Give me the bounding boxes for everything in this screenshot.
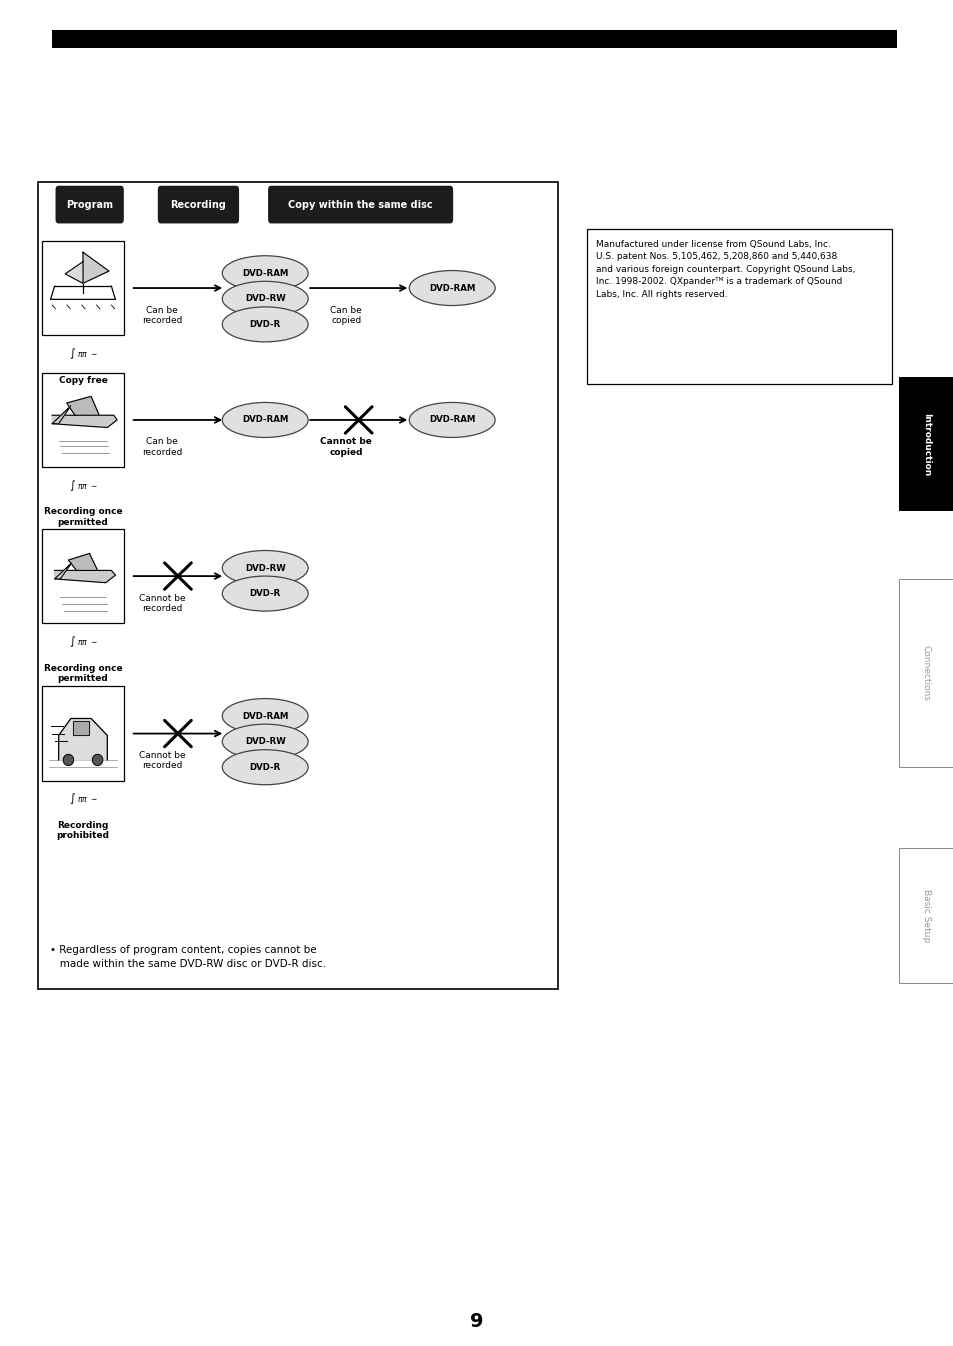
Text: Cannot be
copied: Cannot be copied bbox=[320, 437, 372, 456]
Ellipse shape bbox=[222, 576, 308, 611]
Polygon shape bbox=[69, 553, 97, 571]
Text: Manufactured under license from QSound Labs, Inc.
U.S. patent Nos. 5,105,462, 5,: Manufactured under license from QSound L… bbox=[596, 240, 855, 299]
Text: Can be
recorded: Can be recorded bbox=[142, 306, 182, 324]
Text: Basic Setup: Basic Setup bbox=[921, 888, 930, 942]
Polygon shape bbox=[65, 261, 83, 284]
Text: Cannot be
recorded: Cannot be recorded bbox=[139, 594, 185, 612]
Polygon shape bbox=[52, 416, 117, 428]
Text: DVD-RW: DVD-RW bbox=[245, 738, 285, 746]
Ellipse shape bbox=[222, 750, 308, 785]
Text: $\int$ $\pi\pi$ $\sim$: $\int$ $\pi\pi$ $\sim$ bbox=[69, 346, 97, 361]
Polygon shape bbox=[73, 721, 90, 735]
Text: DVD-RAM: DVD-RAM bbox=[242, 416, 288, 424]
Text: Introduction: Introduction bbox=[921, 413, 930, 475]
Bar bbox=[898, 377, 953, 511]
Text: $\int$ $\pi\pi$ $\sim$: $\int$ $\pi\pi$ $\sim$ bbox=[69, 634, 97, 649]
Text: 9: 9 bbox=[470, 1312, 483, 1331]
Text: DVD-RAM: DVD-RAM bbox=[429, 416, 475, 424]
Text: DVD-R: DVD-R bbox=[250, 763, 280, 771]
Text: DVD-R: DVD-R bbox=[250, 320, 280, 328]
Text: • Regardless of program content, copies cannot be
   made within the same DVD-RW: • Regardless of program content, copies … bbox=[50, 945, 325, 969]
Text: Cannot be
recorded: Cannot be recorded bbox=[139, 751, 185, 770]
Ellipse shape bbox=[222, 256, 308, 291]
Ellipse shape bbox=[409, 402, 495, 437]
Ellipse shape bbox=[222, 551, 308, 586]
Bar bbox=[43, 373, 124, 467]
Bar bbox=[43, 529, 124, 623]
Text: Can be
copied: Can be copied bbox=[330, 306, 362, 324]
Polygon shape bbox=[54, 563, 71, 579]
Bar bbox=[38, 182, 558, 989]
Text: DVD-RAM: DVD-RAM bbox=[242, 712, 288, 720]
Text: Copy free: Copy free bbox=[58, 376, 108, 385]
Polygon shape bbox=[59, 719, 107, 760]
Text: DVD-RW: DVD-RW bbox=[245, 564, 285, 572]
Ellipse shape bbox=[222, 307, 308, 342]
Bar bbox=[52, 30, 896, 48]
Text: Recording once
permitted: Recording once permitted bbox=[44, 507, 122, 526]
Ellipse shape bbox=[92, 754, 103, 766]
Bar bbox=[43, 686, 124, 781]
Polygon shape bbox=[52, 406, 71, 424]
Bar bbox=[898, 579, 953, 767]
Ellipse shape bbox=[63, 754, 73, 766]
Bar bbox=[898, 848, 953, 983]
Bar bbox=[43, 241, 124, 335]
Ellipse shape bbox=[222, 281, 308, 316]
Text: DVD-RAM: DVD-RAM bbox=[429, 284, 475, 292]
FancyBboxPatch shape bbox=[55, 186, 124, 223]
Text: $\int$ $\pi\pi$ $\sim$: $\int$ $\pi\pi$ $\sim$ bbox=[69, 478, 97, 493]
Text: DVD-RW: DVD-RW bbox=[245, 295, 285, 303]
Text: Recording: Recording bbox=[171, 199, 226, 210]
Text: DVD-R: DVD-R bbox=[250, 590, 280, 598]
Ellipse shape bbox=[222, 402, 308, 437]
Text: Connections: Connections bbox=[921, 645, 930, 701]
Text: Recording
prohibited: Recording prohibited bbox=[56, 821, 110, 840]
FancyBboxPatch shape bbox=[157, 186, 239, 223]
Text: DVD-RAM: DVD-RAM bbox=[242, 269, 288, 277]
Ellipse shape bbox=[222, 724, 308, 759]
Text: Copy within the same disc: Copy within the same disc bbox=[288, 199, 433, 210]
Polygon shape bbox=[67, 397, 99, 416]
Text: $\int$ $\pi\pi$ $\sim$: $\int$ $\pi\pi$ $\sim$ bbox=[69, 791, 97, 806]
Polygon shape bbox=[54, 571, 115, 583]
FancyBboxPatch shape bbox=[268, 186, 453, 223]
Ellipse shape bbox=[409, 271, 495, 306]
Text: Can be
recorded: Can be recorded bbox=[142, 437, 182, 456]
Text: Program: Program bbox=[66, 199, 113, 210]
Ellipse shape bbox=[222, 699, 308, 734]
Polygon shape bbox=[83, 252, 109, 284]
Bar bbox=[586, 229, 891, 384]
Text: Recording once
permitted: Recording once permitted bbox=[44, 664, 122, 682]
